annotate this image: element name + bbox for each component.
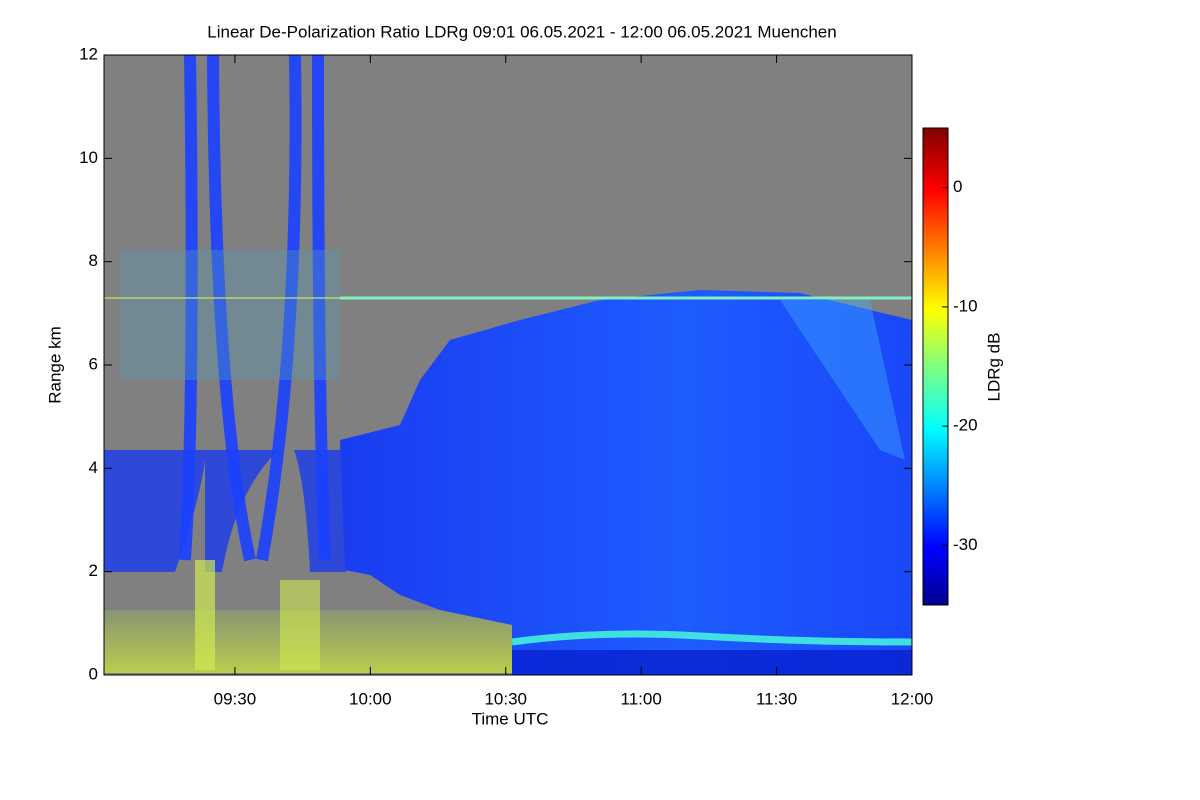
y-tick-label: 8 — [89, 251, 98, 270]
colorbar-tick-label: -10 — [953, 296, 978, 315]
colorbar — [922, 127, 949, 606]
y-axis-label: Range km — [45, 326, 64, 403]
x-tick-label: 11:30 — [756, 689, 797, 708]
chart-title: Linear De-Polarization Ratio LDRg 09:01 … — [207, 22, 836, 41]
x-tick-label: 10:00 — [349, 689, 392, 708]
colorbar-tick-label: 0 — [953, 177, 962, 196]
y-tick-label: 10 — [79, 148, 98, 167]
colorbar-tick-label: -20 — [953, 416, 978, 435]
y-tick-label: 2 — [89, 561, 98, 580]
colorbar-label: LDRg dB — [984, 333, 1003, 402]
y-tick-label: 6 — [89, 354, 98, 373]
heatmap-field — [104, 54, 913, 675]
y-tick-label: 4 — [89, 458, 98, 477]
x-tick-label: 11:00 — [621, 689, 662, 708]
x-tick-label: 10:30 — [484, 689, 527, 708]
y-tick-label: 0 — [89, 664, 98, 683]
colorbar-tick-label: -30 — [953, 535, 978, 554]
y-tick-label: 12 — [79, 44, 98, 63]
x-axis-label: Time UTC — [472, 709, 549, 728]
x-tick-label: 12:00 — [891, 689, 934, 708]
x-tick-label: 09:30 — [214, 689, 257, 708]
